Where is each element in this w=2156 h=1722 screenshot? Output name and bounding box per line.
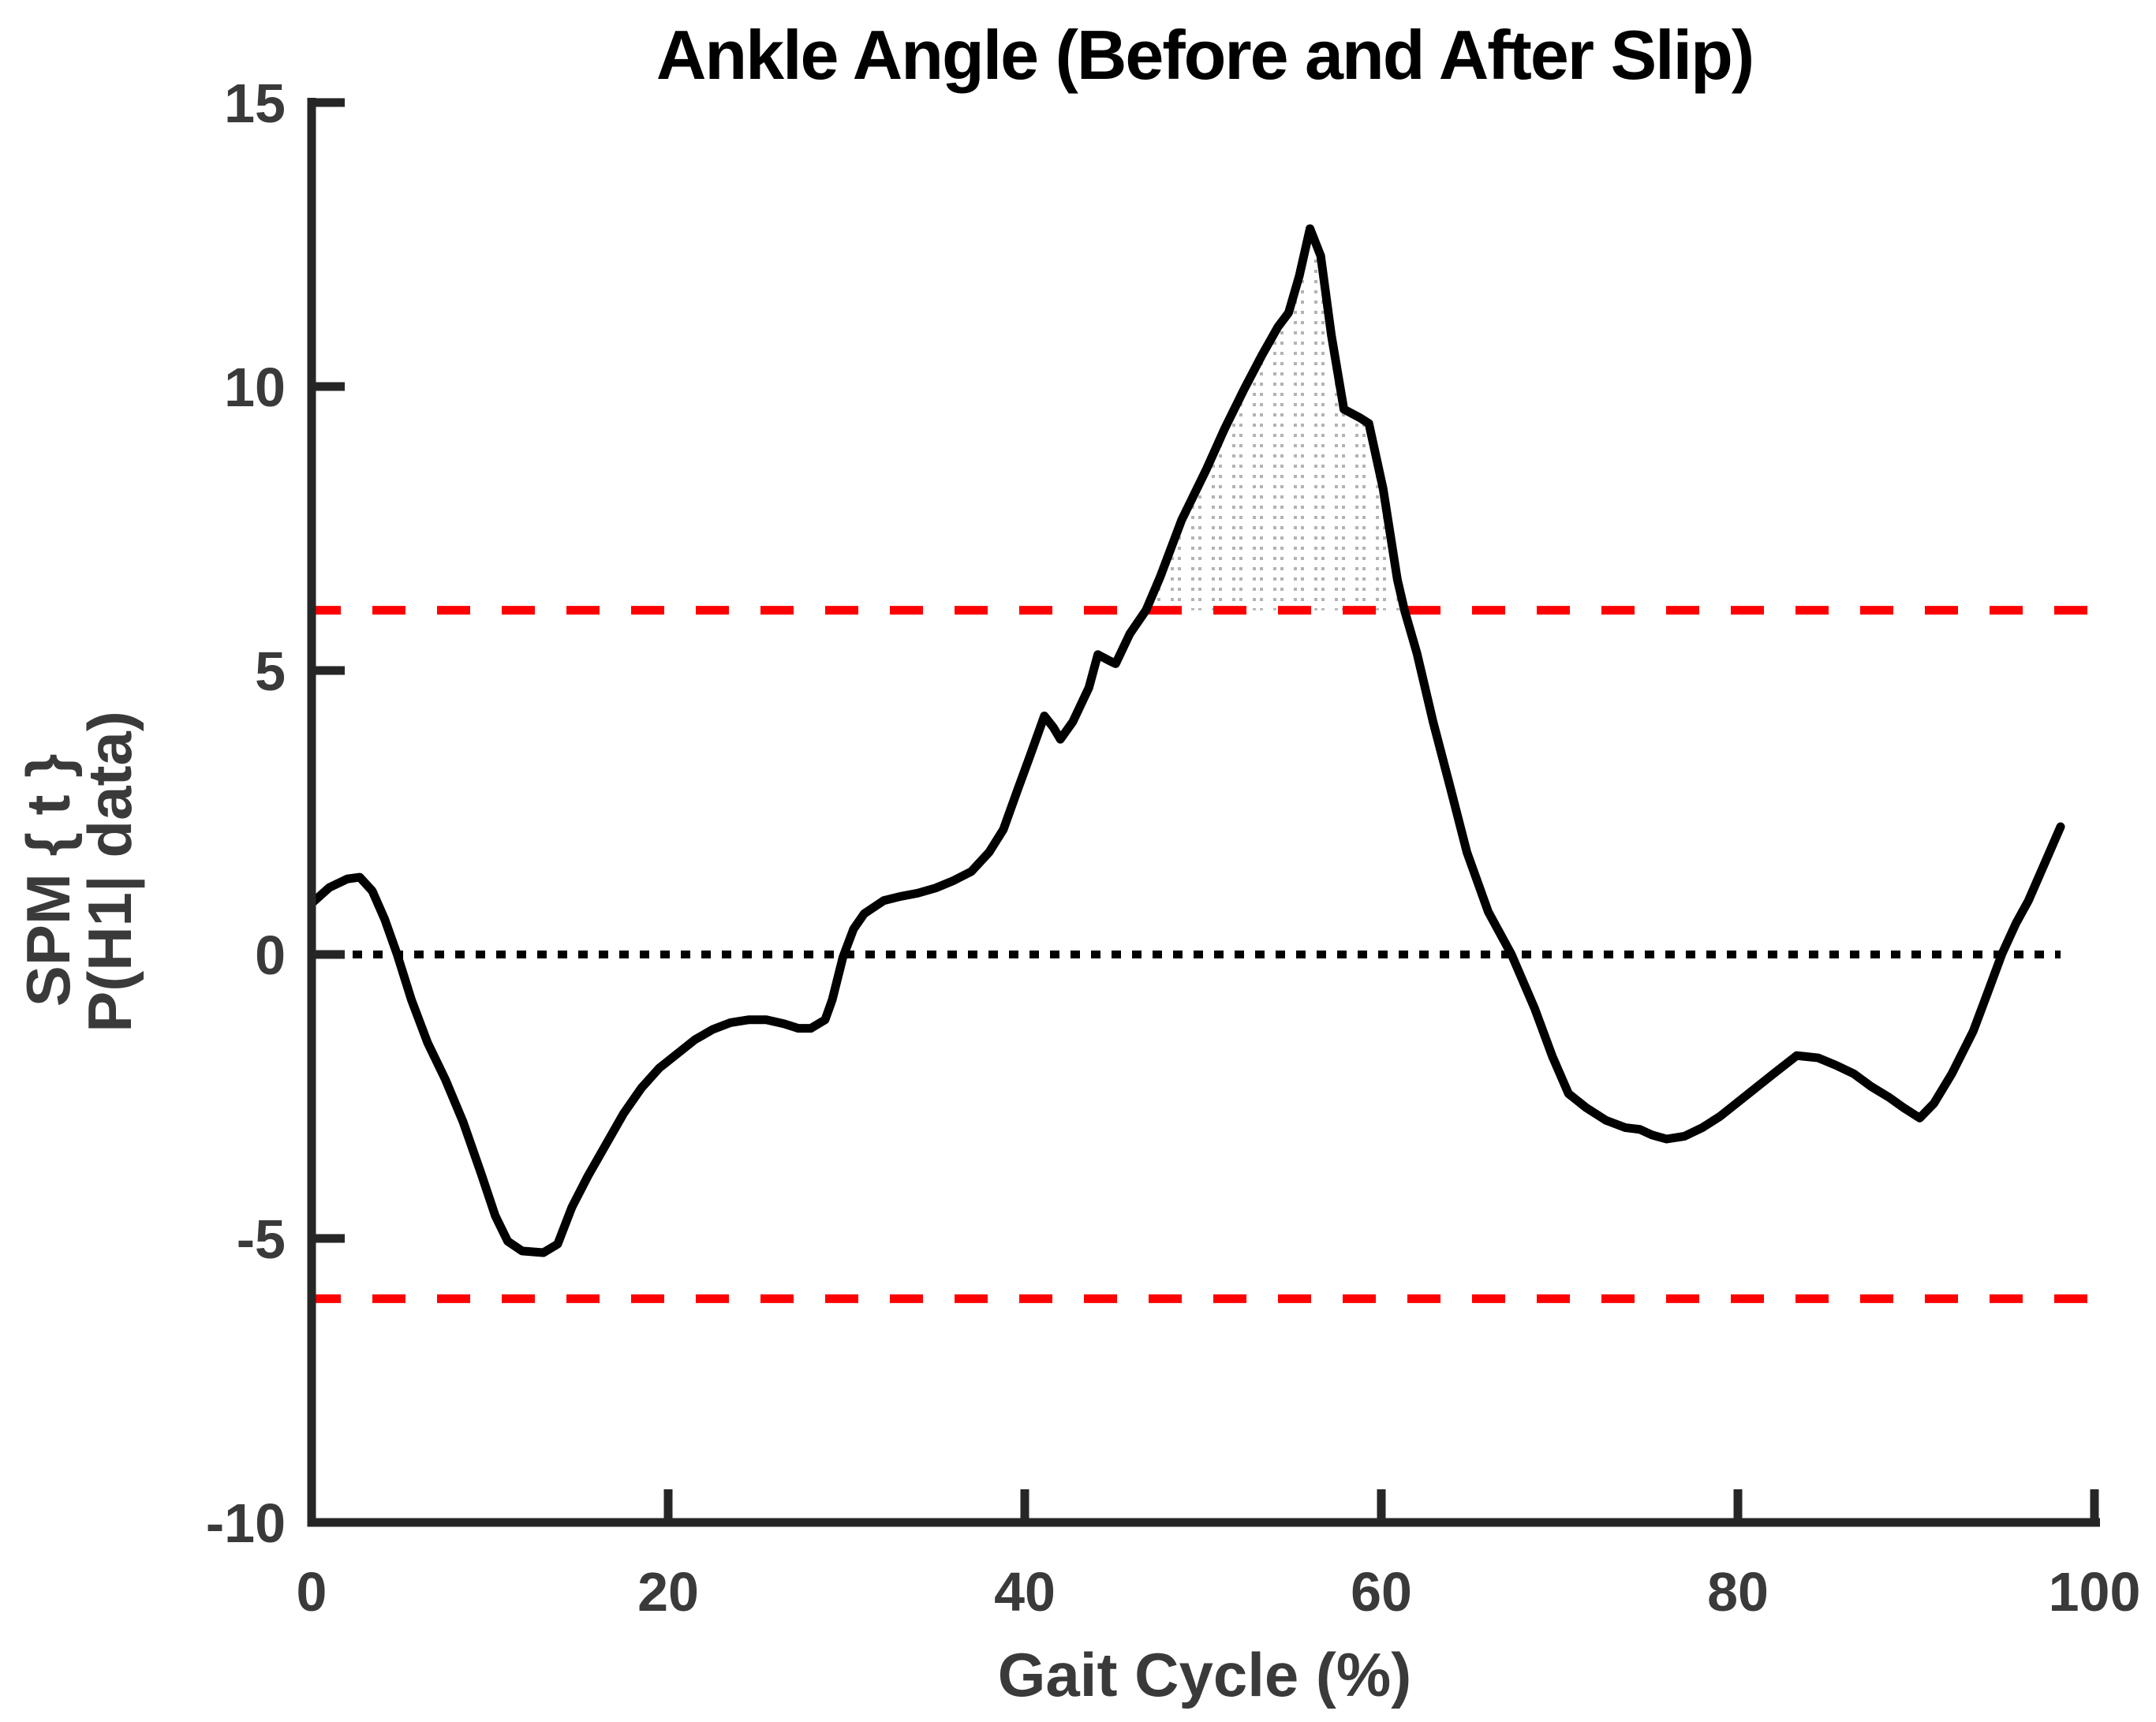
x-tick-label: 20 [637,1561,699,1623]
x-tick-label: 40 [994,1561,1056,1623]
y-axis-label-line2: P(H1| data) [75,711,144,1033]
x-tick-label: 80 [1707,1561,1769,1623]
spm-t-curve-line [307,224,2065,1257]
suprathreshold-cluster-fill [1145,228,1405,611]
chart-title: Ankle Angle (Before and After Slip) [656,16,1753,94]
axis-spines [307,98,2100,1527]
x-tick-label: 0 [297,1561,327,1623]
y-tick-label: -5 [237,1208,286,1270]
y-tick-label: 5 [255,641,286,702]
y-tick-label: 0 [255,925,286,986]
x-axis-label: Gait Cycle (%) [998,1640,1411,1709]
x-tick-label: 100 [2049,1561,2141,1623]
spm-t-curve [307,224,2065,1257]
y-tick-label: 15 [224,73,286,134]
y-tick-label: 10 [224,357,286,418]
y-tick-label: -10 [206,1492,286,1554]
reference-lines [308,606,2100,1303]
axes-spines-and-ticks [307,98,2100,1527]
y-axis-label: SPM { t } P(H1| data) [13,711,144,1033]
y-axis-label-line1: SPM { t } [13,753,83,1007]
x-tick-label: 60 [1351,1561,1412,1623]
cluster-fill-region [1145,228,1405,611]
